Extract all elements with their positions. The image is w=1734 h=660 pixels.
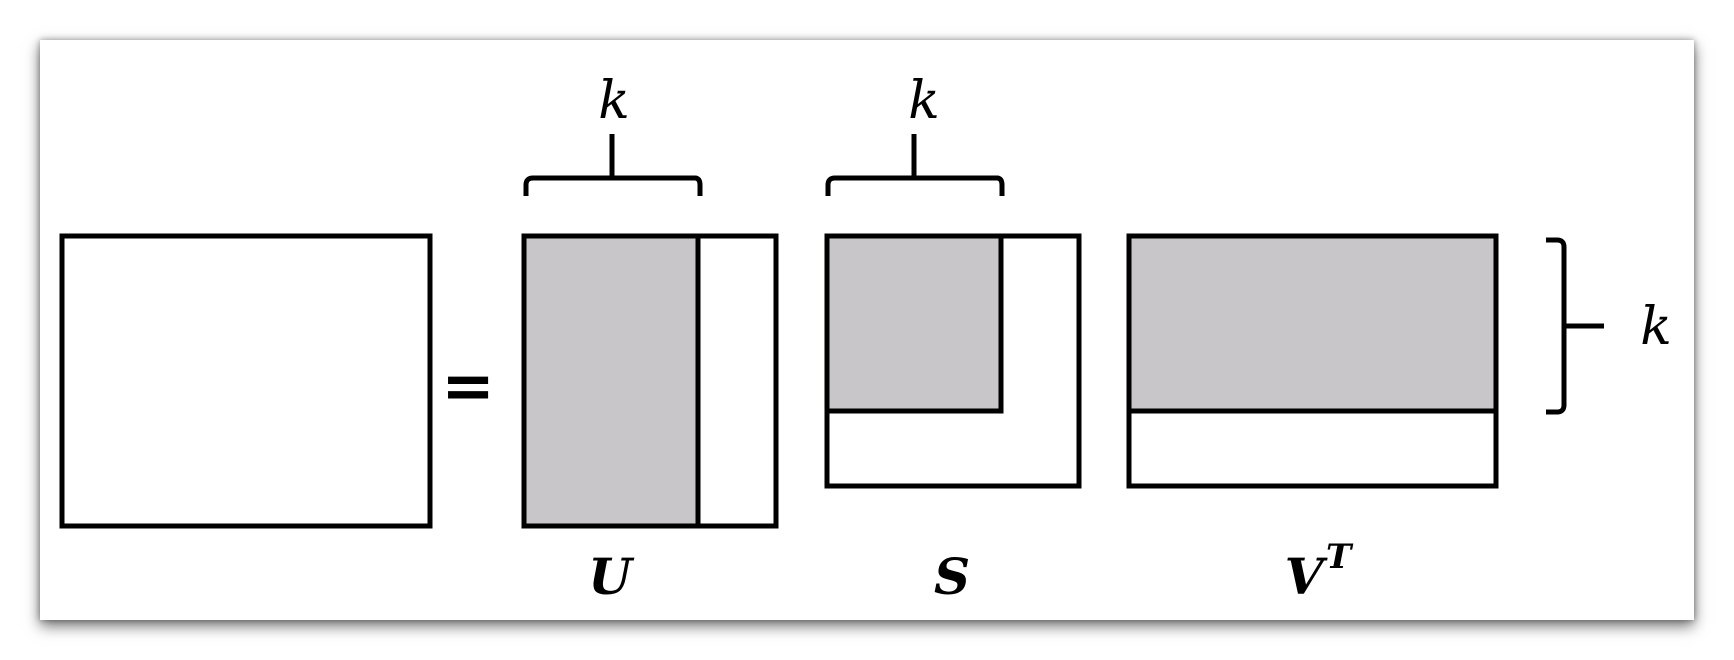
matrix-vt-outline [1126,233,1499,489]
label-vt: V [1285,547,1329,606]
k-label-vt: k [1640,297,1672,357]
matrix-vt-shaded-region [1129,236,1496,411]
label-u: U [588,547,635,606]
k-label-s: k [908,71,940,131]
matrix-u-outline [521,233,779,529]
matrix-a [59,233,433,529]
matrix-s [824,233,1082,489]
matrix-vt [1126,233,1499,489]
matrix-u-shaded-region [524,236,698,526]
label-s: S [934,547,970,606]
matrix-s-block-border [827,236,1004,414]
brace-vt [1546,237,1604,415]
brace-u [523,134,703,196]
matrix-u [521,233,779,529]
matrix-s-outline [824,233,1082,489]
k-label-u: k [598,71,630,131]
label-vt-superscript: T [1326,537,1354,577]
brace-s [825,134,1005,196]
equals-sign: = [441,350,495,424]
matrix-s-shaded-region [827,236,1001,411]
